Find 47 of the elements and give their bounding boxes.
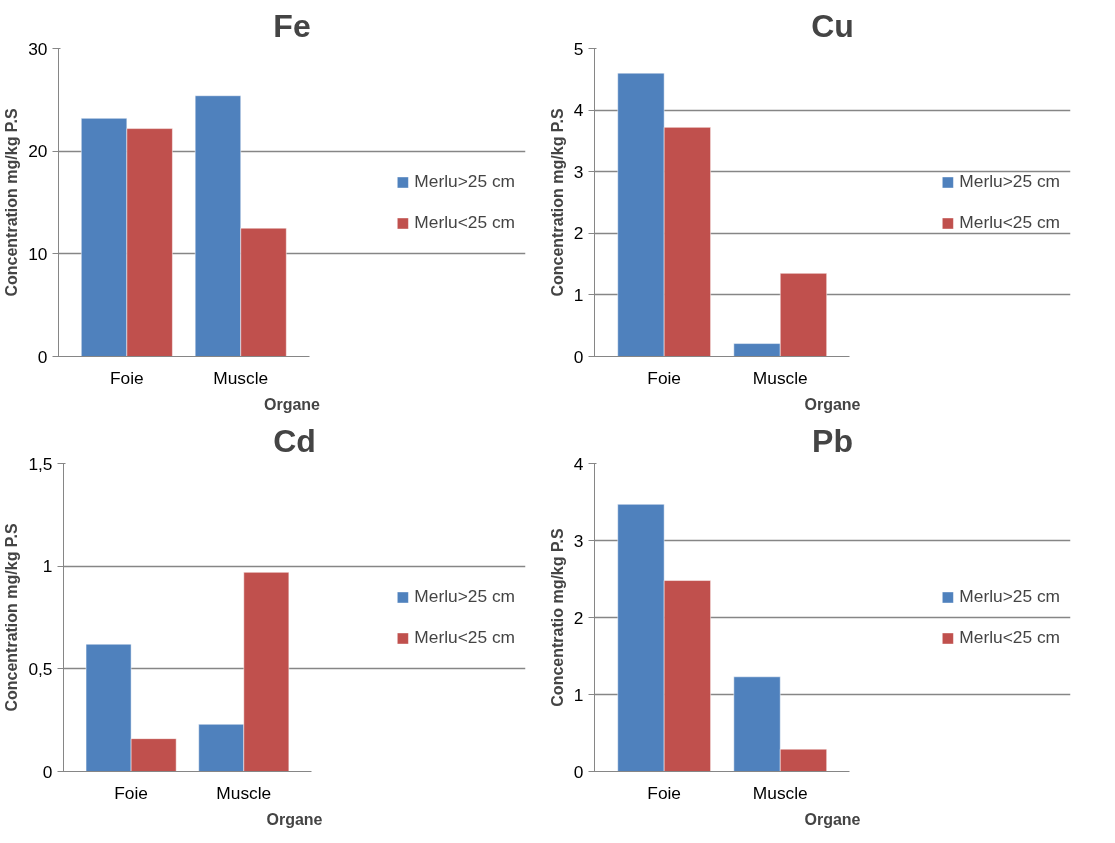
x-axis-title: Organe	[804, 810, 861, 828]
x-tick-label: Muscle	[216, 782, 272, 803]
y-tick-label: 0,5	[28, 658, 53, 679]
legend-label: Merlu>25 cm	[959, 586, 1060, 607]
legend-label: Merlu<25 cm	[959, 212, 1060, 233]
x-tick-label: Foie	[647, 782, 682, 803]
y-tick-label: 3	[573, 161, 584, 182]
chart-title: Fe	[273, 7, 311, 44]
x-tick-label: Foie	[647, 367, 682, 388]
y-tick-label: 4	[573, 100, 584, 121]
y-tick-label: 1,5	[28, 453, 53, 474]
legend-label: Merlu<25 cm	[414, 212, 515, 233]
y-axis-title: Concentration mg/kg P.S	[3, 108, 21, 297]
legend-label: Merlu<25 cm	[959, 627, 1060, 648]
y-tick-label: 0	[37, 346, 48, 367]
y-tick-label: 0	[42, 761, 53, 782]
x-tick-label: Muscle	[213, 367, 269, 388]
y-tick-label: 0	[573, 346, 584, 367]
x-axis-title: Organe	[266, 810, 323, 828]
x-tick-label: Foie	[114, 782, 148, 803]
y-tick-label: 1	[42, 556, 53, 577]
y-tick-label: 0	[573, 761, 584, 782]
x-tick-label: Muscle	[752, 782, 808, 803]
y-axis-title: Concentratio mg/kg P.S	[548, 527, 566, 707]
x-tick-label: Foie	[109, 367, 144, 388]
legend-label: Merlu>25 cm	[414, 586, 515, 607]
y-tick-label: 4	[573, 453, 584, 474]
y-tick-label: 20	[28, 141, 48, 162]
legend-label: Merlu>25 cm	[414, 171, 515, 192]
x-axis-title: Organe	[804, 395, 861, 413]
y-tick-label: 1	[573, 684, 584, 705]
y-tick-label: 2	[573, 223, 584, 244]
legend-label: Merlu>25 cm	[959, 171, 1060, 192]
chart-title: Pb	[812, 422, 853, 459]
y-tick-label: 3	[573, 530, 584, 551]
y-tick-label: 2	[573, 607, 584, 628]
chart-title: Cu	[811, 7, 854, 44]
y-axis-title: Concentration mg/kg P.S	[3, 523, 21, 712]
y-axis-title: Concentration mg/kg P.S	[548, 108, 566, 297]
legend-label: Merlu<25 cm	[414, 627, 515, 648]
chart-title: Cd	[273, 422, 316, 459]
y-tick-label: 1	[573, 284, 584, 305]
x-axis-title: Organe	[263, 395, 321, 413]
y-tick-label: 5	[573, 38, 584, 59]
y-tick-label: 10	[28, 243, 48, 264]
x-tick-label: Muscle	[752, 367, 808, 388]
y-tick-label: 30	[28, 38, 48, 59]
